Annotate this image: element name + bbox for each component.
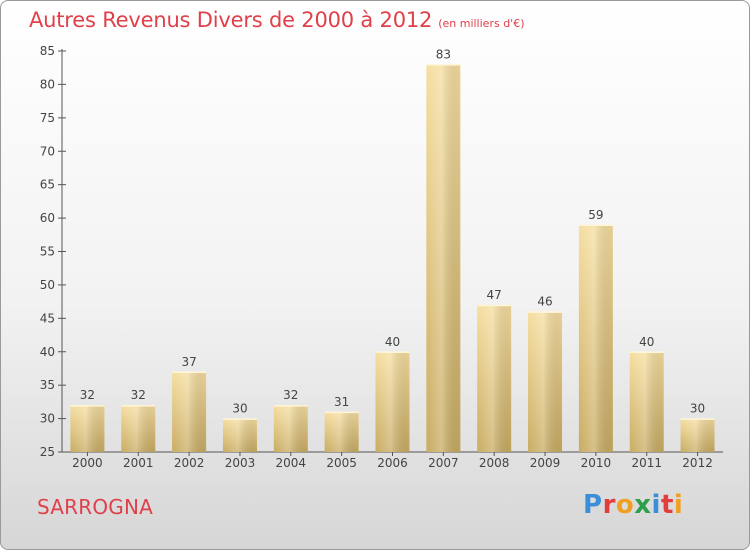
bar-shine	[426, 64, 461, 452]
y-tick-label: 40	[40, 345, 55, 359]
x-tick-label: 2004	[276, 456, 307, 470]
value-label: 40	[385, 335, 400, 349]
x-tick-label: 2008	[479, 456, 510, 470]
bar-shine	[528, 311, 563, 452]
x-tick-label: 2002	[174, 456, 205, 470]
logo-letter: i	[651, 490, 661, 520]
x-tick-label: 2012	[682, 456, 713, 470]
y-tick-label: 70	[40, 144, 55, 158]
bar-shine	[222, 418, 257, 452]
value-label: 37	[181, 355, 196, 369]
bar-shine	[121, 405, 156, 452]
bar-shine	[680, 418, 715, 452]
bar-2007	[426, 64, 461, 452]
bar-2008	[477, 304, 512, 452]
x-tick-label: 2001	[123, 456, 154, 470]
logo-letter: P	[583, 490, 603, 520]
value-label: 32	[80, 388, 95, 402]
y-tick-label: 55	[40, 245, 55, 259]
x-tick-label: 2000	[72, 456, 103, 470]
commune-name: SARROGNA	[37, 495, 154, 519]
value-label: 32	[131, 388, 146, 402]
axes: 25 30 35 40 45 50 55 60 65 70 75 80 85 2000 2001 2002 20…	[40, 44, 723, 470]
y-tick-label: 85	[40, 44, 55, 58]
bar-2001	[121, 404, 156, 452]
value-label: 30	[232, 402, 247, 416]
bar-shine	[578, 224, 613, 452]
logo-letter: t	[660, 490, 674, 520]
bar-shine	[375, 351, 410, 452]
y-tick-label: 45	[40, 311, 55, 325]
y-tick-label: 25	[40, 445, 55, 459]
bar-2005	[324, 411, 359, 452]
logo-letter: i	[673, 490, 684, 520]
x-tick-label: 2003	[225, 456, 256, 470]
x-tick-label: 2007	[428, 456, 459, 470]
x-tick-label: 2010	[581, 456, 612, 470]
bar-2010	[578, 224, 613, 452]
bar-shine	[324, 411, 359, 452]
bar-shine	[172, 371, 207, 452]
bars	[70, 64, 715, 452]
x-tick-label: 2011	[631, 456, 662, 470]
proxiti-logo: Proxiti	[583, 490, 683, 520]
value-label: 31	[334, 395, 349, 409]
bar-shine	[70, 405, 105, 452]
chart-title: Autres Revenus Divers de 2000 à 2012 (en …	[29, 8, 524, 32]
bar-2000	[70, 404, 105, 452]
value-label: 30	[690, 402, 705, 416]
y-tick-label: 35	[40, 378, 55, 392]
y-tick-label: 50	[40, 278, 55, 292]
bar-2012	[680, 418, 715, 452]
bar-2004	[273, 404, 308, 452]
logo-letter: o	[615, 490, 635, 520]
y-tick-label: 30	[40, 412, 55, 426]
bar-shine	[273, 405, 308, 452]
bar-2003	[222, 418, 257, 452]
value-label: 46	[537, 295, 552, 309]
bar-2006	[375, 351, 410, 452]
chart-subtitle: (en milliers d'€)	[438, 17, 525, 30]
x-tick-label: 2005	[326, 456, 357, 470]
y-tick-label: 60	[40, 211, 55, 225]
logo-letter: x	[634, 490, 652, 520]
x-tick-label: 2006	[377, 456, 408, 470]
y-tick-label: 75	[40, 111, 55, 125]
value-label: 47	[487, 288, 502, 302]
bar-2009	[528, 311, 563, 452]
value-label: 32	[283, 388, 298, 402]
value-label: 59	[588, 208, 603, 222]
value-label: 83	[436, 47, 451, 61]
value-labels: 32 32 37 30 32 31 40 83 47 46 59 40 30	[80, 47, 705, 415]
bar-2002	[172, 371, 207, 452]
logo-letter: r	[602, 490, 616, 520]
y-tick-label: 65	[40, 178, 55, 192]
bar-2011	[629, 351, 664, 452]
value-label: 40	[639, 335, 654, 349]
x-tick-label: 2009	[530, 456, 561, 470]
bar-shine	[477, 304, 512, 452]
chart-title-text: Autres Revenus Divers de 2000 à 2012	[29, 8, 433, 32]
bar-shine	[629, 351, 664, 452]
y-tick-label: 80	[40, 77, 55, 91]
